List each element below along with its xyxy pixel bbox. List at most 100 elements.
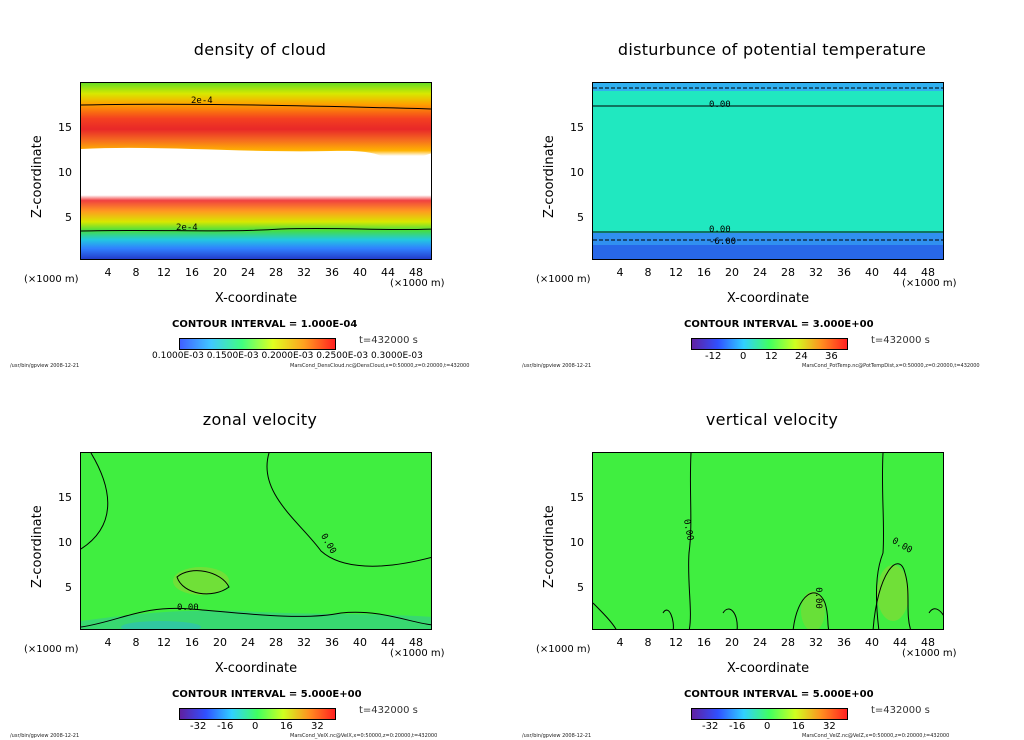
colorbar-tick: 24 [795, 351, 808, 362]
x-tick-label: 36 [837, 266, 851, 279]
footer-left: /usr/bin/gpview 2008-12-21 [522, 733, 592, 739]
y-tick-label: 10 [570, 166, 584, 179]
x-tick-label: 36 [325, 636, 339, 649]
y-tick-label: 15 [570, 491, 584, 504]
contour-interval: CONTOUR INTERVAL = 5.000E+00 [172, 689, 362, 700]
plot-area: 0.00 0.00 0.00 [592, 452, 944, 630]
footer-right: MarsCond_PotTemp.nc@PotTempDist,x=0:5000… [802, 363, 980, 369]
x-unit-left: (×1000 m) [24, 274, 79, 285]
heatmap-field [593, 83, 943, 259]
footer-right: MarsCond_VelX.nc@VelX,x=0:50000,z=0:2000… [290, 733, 438, 739]
heatmap-field [81, 453, 431, 629]
x-unit-right: (×1000 m) [390, 278, 445, 289]
colorbar-tick: -32 [702, 721, 719, 732]
panel-vertical-velocity: vertical velocity 0.00 0.00 0.00 Z-coord… [512, 370, 1024, 740]
x-tick-label: 44 [893, 266, 907, 279]
x-tick-label: 44 [381, 636, 395, 649]
plot-area: 0.00 0.00 -6.00 [592, 82, 944, 260]
x-tick-label: 16 [185, 266, 199, 279]
x-unit-left: (×1000 m) [24, 644, 79, 655]
x-tick-label: 48 [409, 266, 423, 279]
plot-area: 2e-4 2e-4 [80, 82, 432, 260]
time-label: t=432000 s [359, 705, 418, 716]
colorbar-tick: 32 [311, 721, 324, 732]
x-unit-left: (×1000 m) [536, 644, 591, 655]
time-label: t=432000 s [871, 335, 930, 346]
plot-area: 0.00 0.00 [80, 452, 432, 630]
colorbar-tick: 0 [252, 721, 259, 732]
colorbar-tick: 0 [764, 721, 771, 732]
x-tick-label: 32 [809, 636, 823, 649]
x-tick-label: 32 [297, 636, 311, 649]
colorbar-tick: -16 [729, 721, 746, 732]
chart-title: density of cloud [193, 40, 327, 59]
x-tick-label: 8 [644, 266, 652, 279]
x-tick-label: 16 [185, 636, 199, 649]
y-tick-label: 5 [65, 581, 72, 594]
contour-label: 0.00 [709, 100, 731, 110]
x-tick-label: 48 [921, 636, 935, 649]
colorbar-tick: -32 [190, 721, 207, 732]
y-tick-label: 5 [577, 211, 584, 224]
x-tick-label: 8 [132, 636, 140, 649]
x-tick-label: 20 [213, 266, 227, 279]
y-tick-label: 10 [58, 166, 72, 179]
x-unit-right: (×1000 m) [902, 278, 957, 289]
y-axis-label: Z-coordinate [30, 505, 45, 588]
contour-interval: CONTOUR INTERVAL = 1.000E-04 [172, 319, 358, 330]
colorbar-tick: -16 [217, 721, 234, 732]
x-tick-label: 12 [669, 266, 683, 279]
time-label: t=432000 s [871, 705, 930, 716]
x-tick-label: 48 [921, 266, 935, 279]
y-tick-label: 5 [65, 211, 72, 224]
x-tick-label: 24 [753, 636, 767, 649]
x-tick-label: 28 [781, 266, 795, 279]
contour-label: 0.00 [812, 587, 823, 609]
colorbar [691, 338, 848, 350]
footer-left: /usr/bin/gpview 2008-12-21 [10, 733, 80, 739]
footer-right: MarsCond_VelZ.nc@VelZ,x=0:50000,z=0:2000… [802, 733, 950, 739]
contour-label: 2e-4 [191, 96, 213, 106]
x-tick-label: 36 [837, 636, 851, 649]
x-tick-label: 40 [353, 266, 367, 279]
y-tick-label: 10 [58, 536, 72, 549]
chart-title: zonal velocity [202, 410, 318, 429]
contour-label: 2e-4 [176, 223, 198, 233]
x-tick-label: 20 [725, 266, 739, 279]
chart-title: disturbunce of potential temperature [617, 40, 927, 59]
x-tick-label: 32 [809, 266, 823, 279]
x-unit-left: (×1000 m) [536, 274, 591, 285]
contour-interval: CONTOUR INTERVAL = 3.000E+00 [684, 319, 874, 330]
panel-potential-temperature: disturbunce of potential temperature 0.0… [512, 0, 1024, 370]
colorbar-tick: 12 [765, 351, 778, 362]
y-tick-label: 5 [577, 581, 584, 594]
x-tick-label: 36 [325, 266, 339, 279]
x-tick-label: 12 [157, 636, 171, 649]
x-tick-label: 4 [616, 636, 624, 649]
x-tick-label: 40 [353, 636, 367, 649]
x-tick-label: 28 [269, 266, 283, 279]
y-tick-label: 15 [570, 121, 584, 134]
x-tick-label: 24 [241, 636, 255, 649]
contour-interval: CONTOUR INTERVAL = 5.000E+00 [684, 689, 874, 700]
colorbar-tick: 0 [740, 351, 747, 362]
heatmap-field [81, 83, 431, 259]
colorbar-label: 0.1000E-03 0.1500E-03 0.2000E-03 0.2500E… [152, 351, 423, 361]
x-tick-label: 12 [157, 266, 171, 279]
contour-label: 0.00 [709, 225, 731, 235]
footer-left: /usr/bin/gpview 2008-12-21 [522, 363, 592, 369]
x-tick-label: 48 [409, 636, 423, 649]
x-unit-right: (×1000 m) [390, 648, 445, 659]
y-tick-label: 10 [570, 536, 584, 549]
x-tick-label: 28 [781, 636, 795, 649]
y-axis-label: Z-coordinate [30, 135, 45, 218]
x-tick-label: 44 [893, 636, 907, 649]
x-tick-label: 44 [381, 266, 395, 279]
x-tick-label: 20 [725, 636, 739, 649]
time-label: t=432000 s [359, 335, 418, 346]
x-tick-label: 16 [697, 266, 711, 279]
panel-zonal-velocity: zonal velocity 0.00 0.00 Z-coordinate 5 … [0, 370, 512, 740]
x-tick-label: 12 [669, 636, 683, 649]
contour-label: 0.00 [177, 603, 199, 613]
x-tick-label: 8 [132, 266, 140, 279]
